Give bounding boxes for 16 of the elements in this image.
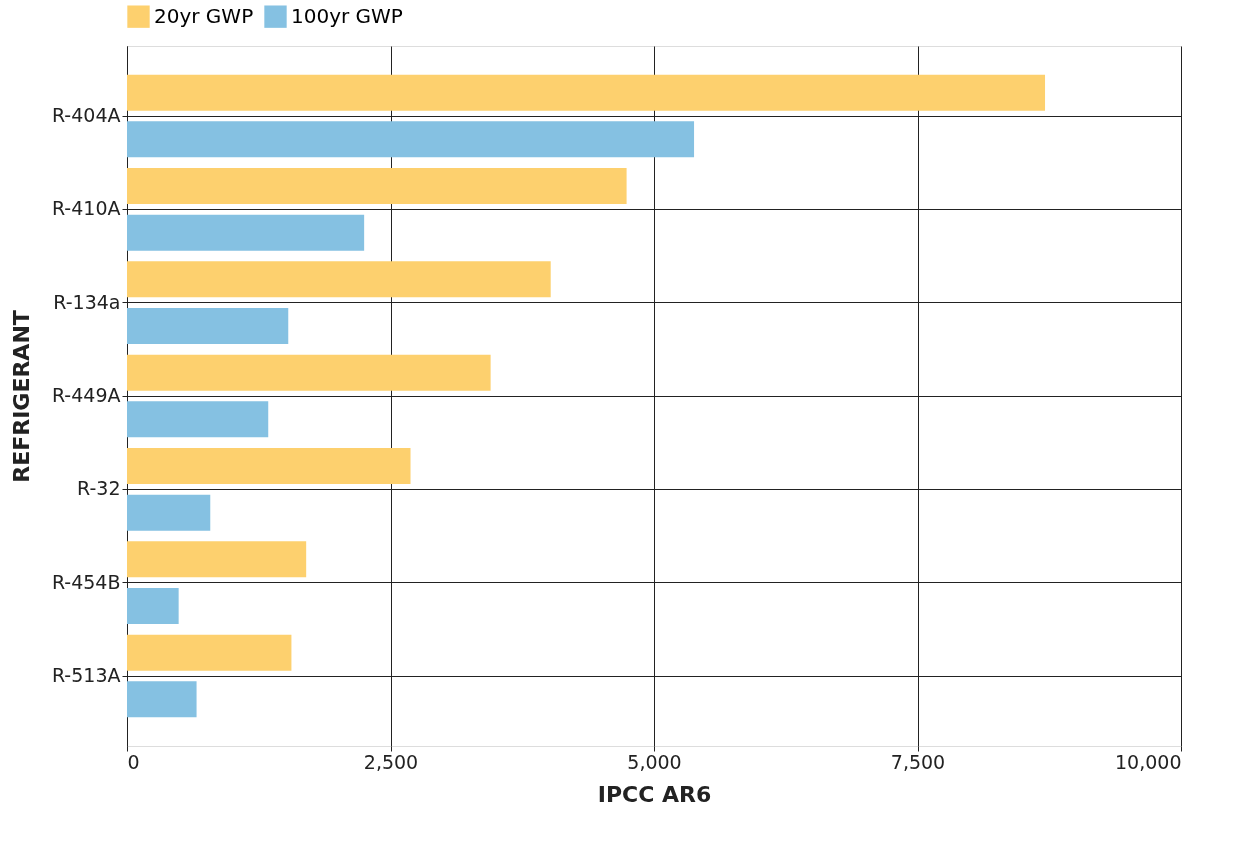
y-axis-title: REFRIGERANT (8, 310, 34, 483)
x-tick-label: 10,000 (1115, 750, 1182, 773)
x-tick-label: 0 (127, 750, 140, 773)
x-tick-label: 7,500 (890, 750, 946, 773)
y-tick-label: R-513A (51, 664, 121, 686)
x-tick-label: 5,000 (627, 750, 682, 773)
legend-label: 20yr GWP (154, 3, 254, 28)
y-tick-label: R-454B (51, 570, 121, 593)
legend-label: 100yr GWP (291, 3, 403, 28)
y-tick-label: R-134a (53, 290, 121, 313)
y-tick-label: R-449A (51, 384, 121, 406)
y-tick-label: R-410A (51, 197, 121, 220)
x-axis-title: IPCC AR6 (597, 781, 712, 807)
x-tick-label: 2,500 (363, 750, 419, 773)
y-tick-label: R-404A (51, 104, 121, 126)
y-tick-label: R-32 (77, 477, 121, 500)
